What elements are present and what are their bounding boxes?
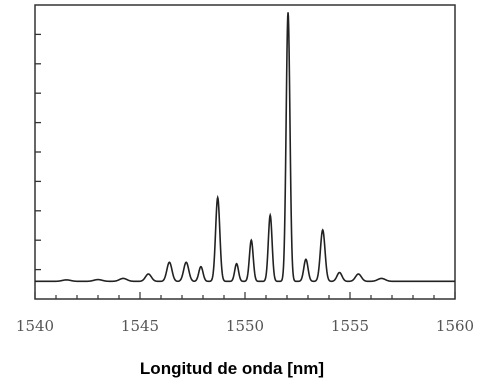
x-tick-labels: 1540 1545 1550 1555 1560 bbox=[16, 317, 474, 335]
plot-frame bbox=[34, 4, 456, 300]
x-tick-label: 1555 bbox=[331, 317, 369, 335]
x-tick-label: 1550 bbox=[226, 317, 264, 335]
x-axis-title: Longitud de onda [nm] bbox=[140, 359, 324, 378]
x-tick-label: 1540 bbox=[16, 317, 54, 335]
spectrum-line bbox=[35, 12, 455, 283]
x-tick-label: 1560 bbox=[436, 317, 474, 335]
x-tick-label: 1545 bbox=[121, 317, 159, 335]
x-axis-ticks bbox=[34, 292, 456, 299]
y-axis-ticks bbox=[35, 33, 41, 271]
